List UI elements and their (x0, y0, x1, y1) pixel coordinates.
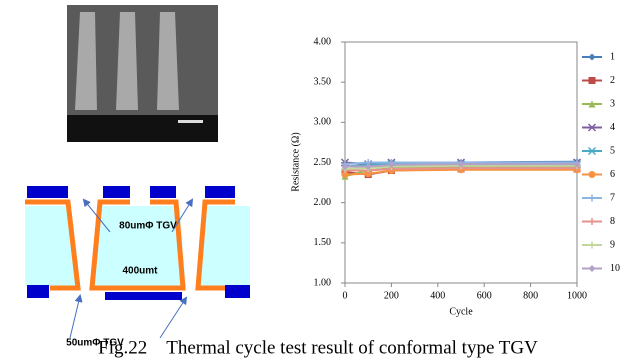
legend-label: 7 (610, 192, 615, 203)
marker (589, 265, 596, 272)
x-tick-label: 0 (343, 290, 348, 301)
y-tick-label: 3.00 (314, 117, 332, 128)
marker (589, 77, 596, 84)
x-axis-label: Cycle (449, 306, 473, 317)
x-tick-label: 600 (477, 290, 492, 301)
legend-label: 5 (610, 145, 615, 156)
legend-label: 4 (610, 122, 615, 133)
sem-image (67, 5, 218, 142)
figure-caption: Fig.22 Thermal cycle test result of conf… (98, 337, 538, 358)
marker (589, 171, 596, 178)
y-tick-label: 1.50 (314, 237, 332, 248)
legend-label: 8 (610, 216, 615, 227)
marker (589, 218, 596, 225)
legend-label: 9 (610, 239, 615, 250)
x-tick-label: 200 (384, 290, 399, 301)
diagram-label: 400umt (122, 266, 158, 277)
y-axis-label: Resistance (Ω) (290, 132, 301, 191)
x-tick-label: 800 (523, 290, 538, 301)
marker (589, 195, 596, 202)
figure: 80umΦ TGV 400umt 50umΦ TGV Resistance (Ω… (0, 0, 637, 364)
legend-label: 3 (610, 98, 615, 109)
x-tick-label: 1000 (567, 290, 587, 301)
y-tick-label: 2.50 (314, 157, 332, 168)
y-tick-label: 3.50 (314, 76, 332, 87)
marker (589, 54, 596, 61)
y-tick-label: 4.00 (314, 36, 332, 47)
legend-label: 6 (610, 169, 615, 180)
marker (589, 242, 596, 249)
x-tick-label: 400 (430, 290, 445, 301)
tgv-diagram (25, 186, 250, 338)
legend-label: 1 (610, 51, 615, 62)
y-tick-label: 1.00 (314, 277, 332, 288)
legend-label: 2 (610, 75, 615, 86)
y-tick-label: 2.00 (314, 197, 332, 208)
legend-label: 10 (610, 263, 620, 274)
diagram-label: 80umΦ TGV (119, 221, 177, 232)
